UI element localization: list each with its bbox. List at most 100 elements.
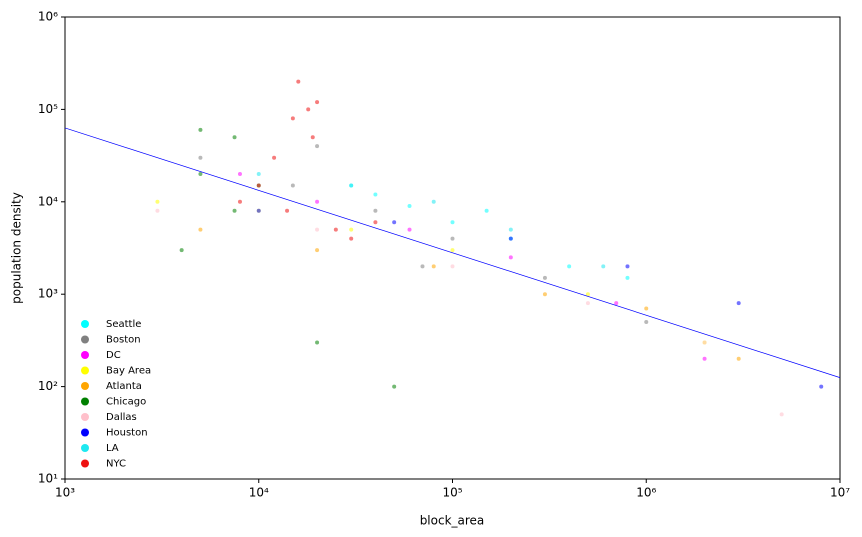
scatter-point bbox=[450, 220, 455, 225]
scatter-point bbox=[542, 292, 547, 297]
scatter-point bbox=[232, 135, 237, 140]
scatter-point bbox=[315, 144, 320, 149]
scatter-point bbox=[256, 183, 261, 188]
scatter-point bbox=[349, 236, 354, 241]
legend-marker bbox=[81, 459, 89, 468]
scatter-point bbox=[407, 227, 412, 232]
scatter-point bbox=[431, 264, 436, 269]
legend-label: Chicago bbox=[106, 397, 146, 408]
legend-label: Bay Area bbox=[106, 366, 151, 377]
y-tick-label: 10⁵ bbox=[38, 102, 58, 116]
y-tick-label: 10³ bbox=[38, 287, 58, 301]
legend-marker bbox=[81, 397, 89, 406]
scatter-point bbox=[256, 171, 261, 176]
x-tick-label: 10⁷ bbox=[830, 486, 850, 500]
scatter-point bbox=[315, 199, 320, 204]
y-tick-label: 10⁶ bbox=[38, 10, 58, 24]
scatter-point bbox=[198, 227, 203, 232]
scatter-point bbox=[819, 384, 824, 389]
scatter-point bbox=[450, 248, 455, 253]
scatter-point bbox=[508, 255, 513, 260]
scatter-point bbox=[290, 183, 295, 188]
scatter-point bbox=[349, 183, 354, 188]
y-tick-label: 10¹ bbox=[38, 472, 58, 486]
x-tick-label: 10⁴ bbox=[249, 486, 269, 500]
scatter-point bbox=[315, 227, 320, 232]
scatter-point bbox=[736, 301, 741, 306]
scatter-point bbox=[614, 301, 619, 306]
legend-label: LA bbox=[106, 443, 119, 454]
scatter-point bbox=[392, 220, 397, 225]
scatter-point bbox=[198, 155, 203, 160]
legend-label: Atlanta bbox=[106, 381, 142, 392]
legend-label: Houston bbox=[106, 428, 148, 439]
scatter-point bbox=[508, 227, 513, 232]
scatter-point bbox=[237, 171, 242, 176]
legend-marker bbox=[81, 428, 89, 437]
scatter-point bbox=[232, 208, 237, 213]
legend-label: Dallas bbox=[106, 412, 137, 423]
legend-marker bbox=[81, 320, 89, 328]
scatter-point bbox=[567, 264, 572, 269]
scatter-point bbox=[736, 356, 741, 361]
legend-marker bbox=[81, 382, 89, 390]
scatter-point bbox=[333, 227, 338, 232]
legend-label: Seattle bbox=[106, 319, 141, 330]
legend-label: NYC bbox=[106, 459, 126, 470]
x-tick-label: 10⁶ bbox=[636, 486, 656, 500]
scatter-point bbox=[450, 264, 455, 269]
scatter-point bbox=[310, 135, 315, 140]
scatter-point bbox=[702, 356, 707, 361]
scatter-point bbox=[349, 227, 354, 232]
x-tick-label: 10⁵ bbox=[442, 486, 462, 500]
scatter-point bbox=[315, 100, 320, 105]
legend-marker bbox=[81, 351, 89, 359]
scatter-point bbox=[256, 208, 261, 213]
y-axis-label: population density bbox=[10, 192, 24, 304]
scatter-point bbox=[625, 264, 630, 269]
scatter-point bbox=[542, 275, 547, 280]
scatter-point bbox=[392, 384, 397, 389]
scatter-point bbox=[373, 192, 378, 197]
scatter-point bbox=[644, 320, 649, 325]
scatter-point bbox=[315, 248, 320, 253]
y-tick-label: 10⁴ bbox=[38, 194, 58, 208]
scatter-point bbox=[179, 248, 184, 253]
scatter-point bbox=[779, 412, 784, 417]
legend-marker bbox=[81, 366, 89, 375]
scatter-point bbox=[198, 171, 203, 176]
scatter-point bbox=[198, 127, 203, 132]
legend-marker bbox=[81, 413, 89, 421]
scatter-point bbox=[625, 275, 630, 280]
fit-line bbox=[64, 127, 841, 378]
scatter-point bbox=[373, 220, 378, 225]
x-axis-label: block_area bbox=[420, 514, 485, 528]
legend-label: Boston bbox=[106, 335, 141, 346]
scatter-point bbox=[290, 116, 295, 121]
scatter-point bbox=[407, 204, 412, 209]
scatter-point bbox=[702, 340, 707, 345]
scatter-point bbox=[155, 208, 160, 213]
scatter-point bbox=[431, 199, 436, 204]
scatter-point bbox=[508, 236, 513, 241]
y-tick-label: 10² bbox=[38, 379, 58, 393]
scatter-point bbox=[644, 306, 649, 311]
scatter-point bbox=[420, 264, 425, 269]
plot-frame bbox=[64, 16, 841, 480]
legend-marker bbox=[81, 444, 89, 452]
x-tick-label: 10³ bbox=[55, 486, 75, 500]
legend-label: DC bbox=[106, 350, 121, 361]
scatter-point bbox=[155, 199, 160, 204]
legend-marker bbox=[81, 335, 89, 344]
scatter-point bbox=[585, 301, 590, 306]
scatter-point bbox=[272, 155, 277, 160]
scatter-point bbox=[585, 292, 590, 297]
scatter-point bbox=[296, 79, 301, 84]
scatter-point bbox=[285, 208, 290, 213]
scatter-point bbox=[315, 340, 320, 345]
scatter-point bbox=[237, 199, 242, 204]
scatter-point bbox=[450, 236, 455, 241]
scatter-point bbox=[601, 264, 606, 269]
scatter-point bbox=[373, 208, 378, 213]
